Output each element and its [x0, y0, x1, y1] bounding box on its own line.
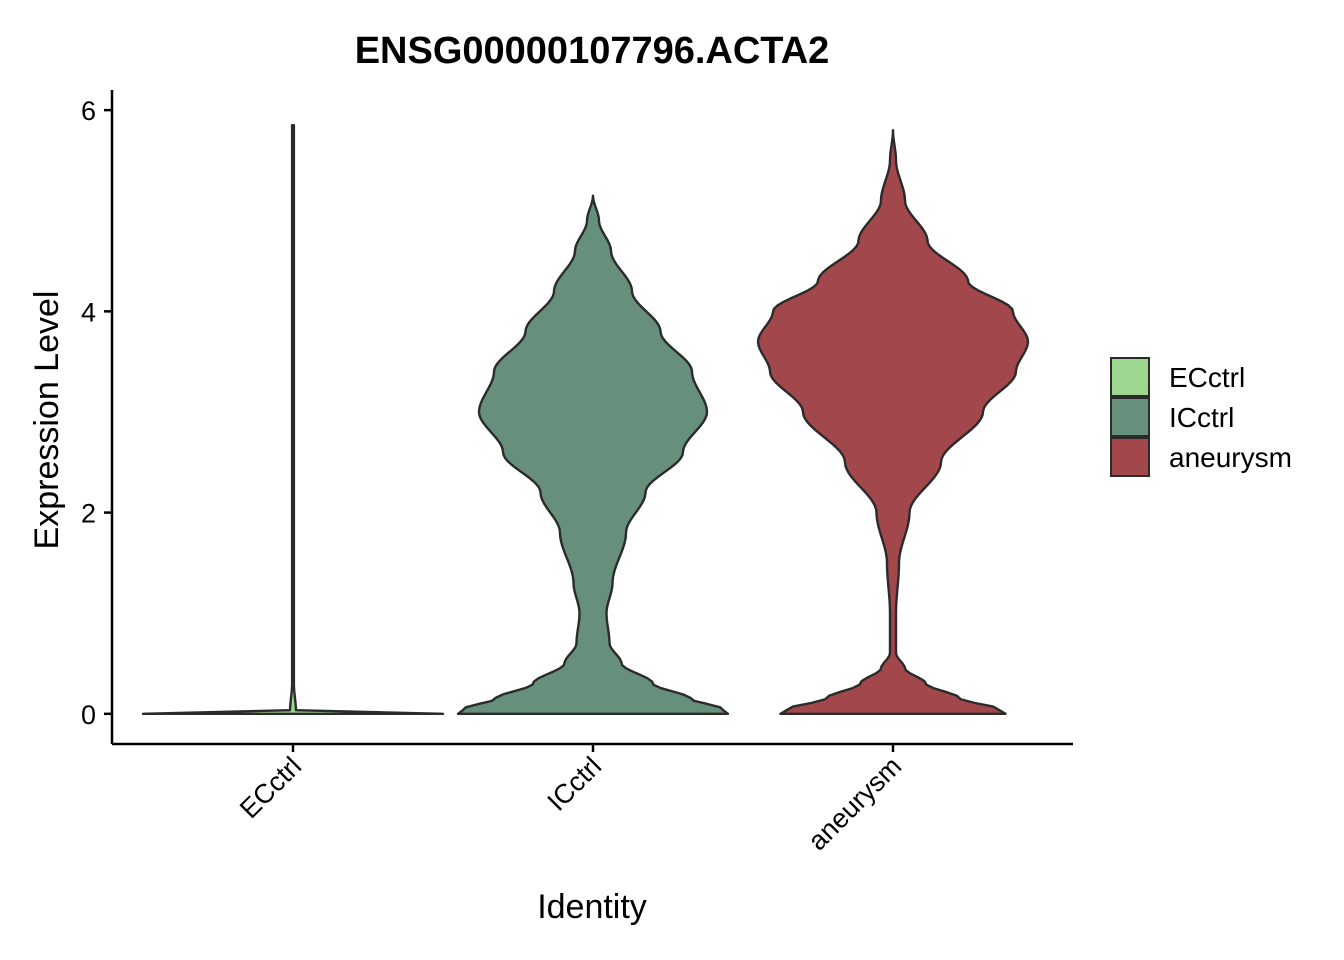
legend-swatch [1110, 397, 1150, 437]
violin-aneurysm [756, 129, 1030, 716]
y-axis-ticks: 0 2 4 6 [81, 96, 112, 730]
x-axis-ticks: ECctrl ICctrl aneurysm [234, 744, 907, 856]
violin-ICctrl [456, 194, 730, 716]
y-tick-label: 0 [81, 700, 96, 730]
y-tick-label: 2 [81, 499, 96, 529]
legend-label: aneurysm [1169, 442, 1292, 473]
x-tick-label: aneurysm [802, 751, 907, 856]
legend-swatch [1110, 437, 1150, 477]
legend-label: ECctrl [1169, 362, 1245, 393]
y-axis-title: Expression Level [28, 291, 66, 550]
legend-swatch [1110, 357, 1150, 397]
violin-ECctrl [141, 124, 445, 716]
x-tick-label: ECctrl [234, 751, 307, 824]
chart-title: ENSG00000107796.ACTA2 [355, 30, 830, 72]
x-axis-title: Identity [537, 888, 647, 926]
y-tick-label: 6 [81, 96, 96, 126]
plot-area [141, 124, 1030, 716]
legend: ECctrl ICctrl aneurysm [1110, 357, 1292, 477]
x-tick-label: ICctrl [541, 751, 607, 817]
legend-label: ICctrl [1169, 402, 1234, 433]
y-tick-label: 4 [81, 297, 96, 327]
